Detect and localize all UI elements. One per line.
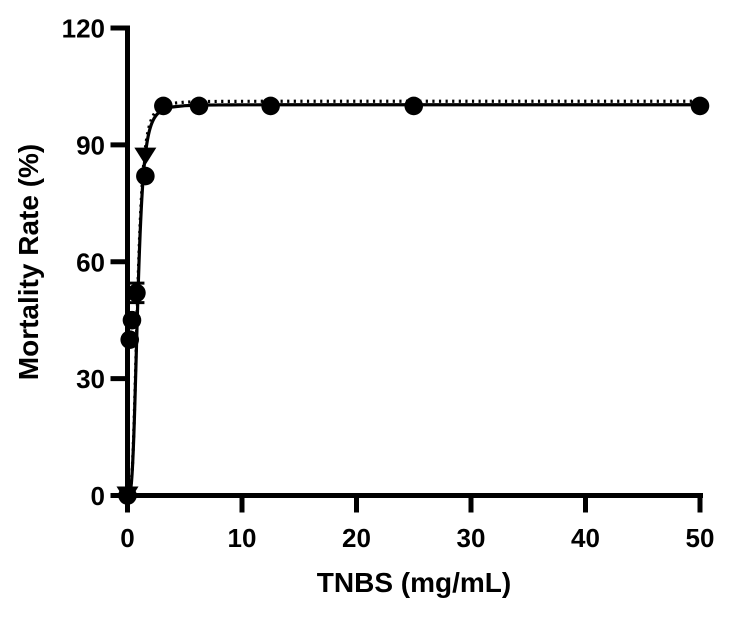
data-point-circle [404,96,424,116]
data-point-circle [154,96,173,116]
data-point-circle [136,166,155,186]
data-point-circle [127,283,146,303]
fit-curve-triangle-downs [127,99,700,498]
y-tick-label: 30 [76,364,105,394]
x-tick-label: 40 [571,523,600,553]
x-tick-label: 10 [228,523,257,553]
data-point-circle [189,96,209,116]
y-axis-title: Mortality Rate (%) [13,144,44,380]
fit-curve-circles [127,103,700,498]
y-tick-label: 120 [62,14,105,44]
y-tick-label: 60 [76,247,105,277]
data-point-circle [261,96,280,116]
data-point-circle [690,96,710,116]
x-tick-label: 30 [457,523,486,553]
x-tick-label: 20 [342,523,371,553]
data-point-circle [120,330,140,349]
y-tick-label: 90 [76,130,105,160]
chart-generated-layer: 0 30 60 90 120 0 10 20 30 40 50 [62,14,715,554]
x-tick-label: 50 [686,523,715,553]
x-tick-label: 0 [120,523,134,553]
data-point-triangle [134,147,157,166]
y-tick-label: 0 [91,481,105,511]
data-point-circle [118,486,137,505]
data-point-circle [122,310,142,330]
x-axis-title: TNBS (mg/mL) [317,567,511,598]
